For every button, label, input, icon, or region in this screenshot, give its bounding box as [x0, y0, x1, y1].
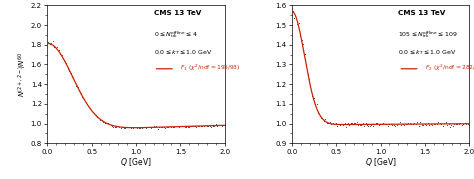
Text: $0.0{\leq}k_{T}{\leq}1.0$ GeV: $0.0{\leq}k_{T}{\leq}1.0$ GeV	[154, 48, 212, 57]
Text: $0.0{\leq}k_{T}{\leq}1.0$ GeV: $0.0{\leq}k_{T}{\leq}1.0$ GeV	[398, 48, 457, 57]
Text: CMS 13 TeV: CMS 13 TeV	[154, 9, 201, 16]
Text: CMS 13 TeV: CMS 13 TeV	[398, 9, 446, 16]
Text: $F_2\ (\chi^2/\mathrm{ndf}{=}282/93)$: $F_2\ (\chi^2/\mathrm{ndf}{=}282/93)$	[425, 62, 474, 72]
Text: $105{\leq}N_{\rm{trk}}^{\rm{offline}}{\leq}109$: $105{\leq}N_{\rm{trk}}^{\rm{offline}}{\l…	[398, 29, 458, 40]
Text: $0{\leq}N_{\rm{trk}}^{\rm{offline}}{\leq}4$: $0{\leq}N_{\rm{trk}}^{\rm{offline}}{\leq…	[154, 29, 198, 40]
X-axis label: $Q$ [GeV]: $Q$ [GeV]	[365, 156, 396, 168]
Text: $F_1\ (\chi^2/\mathrm{ndf}{=}195/93)$: $F_1\ (\chi^2/\mathrm{ndf}{=}195/93)$	[180, 62, 241, 72]
X-axis label: $Q$ [GeV]: $Q$ [GeV]	[120, 156, 152, 168]
Y-axis label: $N^{(2+,2-)}\!/N^{60}$: $N^{(2+,2-)}\!/N^{60}$	[17, 52, 29, 97]
